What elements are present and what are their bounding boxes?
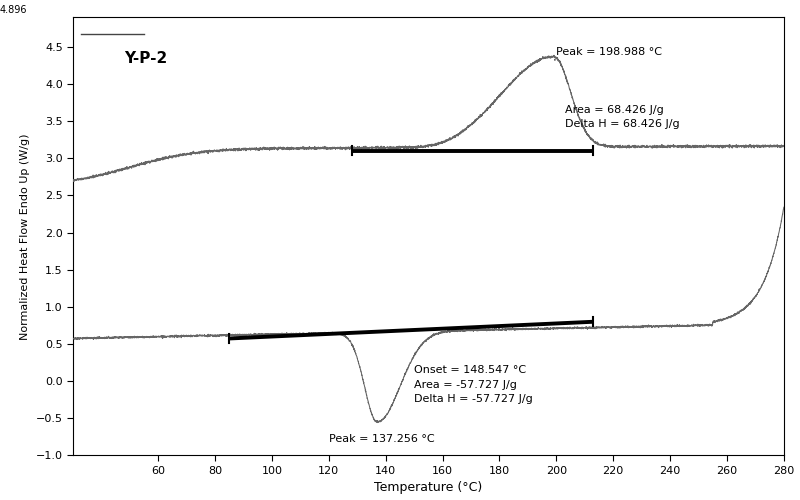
Text: Peak = 198.988 °C: Peak = 198.988 °C (556, 48, 662, 58)
Text: Area = 68.426 J/g
Delta H = 68.426 J/g: Area = 68.426 J/g Delta H = 68.426 J/g (565, 105, 679, 129)
X-axis label: Temperature (°C): Temperature (°C) (374, 482, 482, 494)
Text: 4.896: 4.896 (0, 6, 27, 16)
Text: Onset = 148.547 °C
Area = -57.727 J/g
Delta H = -57.727 J/g: Onset = 148.547 °C Area = -57.727 J/g De… (414, 365, 533, 405)
Text: Peak = 137.256 °C: Peak = 137.256 °C (329, 434, 434, 444)
Y-axis label: Normalized Heat Flow Endo Up (W/g): Normalized Heat Flow Endo Up (W/g) (20, 133, 30, 340)
Text: Y-P-2: Y-P-2 (124, 50, 167, 66)
